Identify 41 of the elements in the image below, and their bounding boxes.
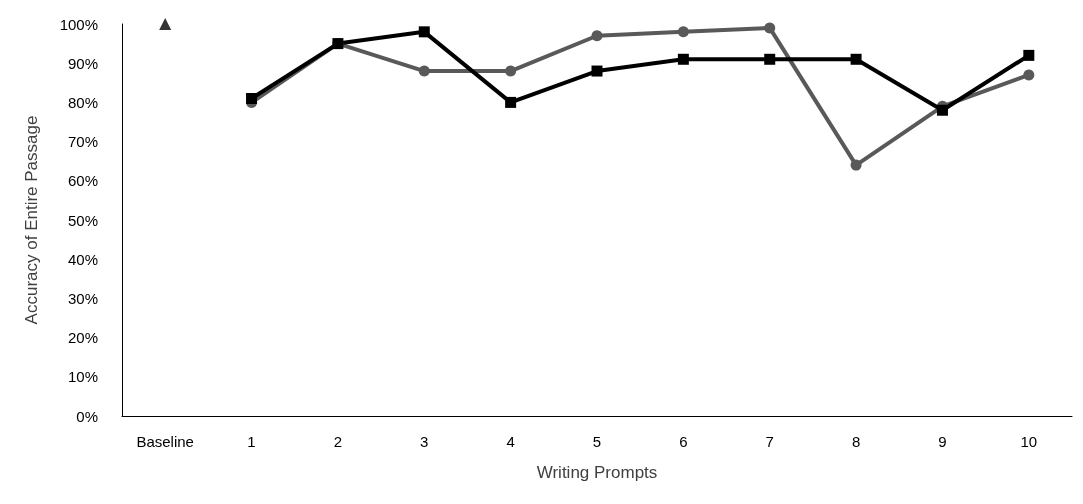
y-axis-title: Accuracy of Entire Passage [22, 115, 41, 325]
x-tick-label: 8 [851, 433, 861, 450]
point [764, 22, 776, 34]
y-tick-label: 0% [76, 407, 98, 425]
y-tick-label: 60% [67, 172, 98, 190]
x-tick-label: Baseline [136, 433, 194, 450]
point [418, 65, 430, 77]
x-tick-label: 7 [765, 433, 774, 450]
point [591, 30, 603, 42]
y-tick-label: 50% [67, 211, 98, 229]
x-tick-label: 5 [592, 433, 602, 450]
x-tick-label: 6 [679, 433, 688, 450]
y-tick-label: 40% [67, 250, 98, 268]
point [505, 65, 517, 77]
y-tick-label: 80% [67, 93, 98, 111]
point [936, 104, 948, 116]
point [1023, 69, 1035, 81]
point [246, 92, 258, 104]
point [159, 18, 172, 30]
x-tick-label: 4 [506, 433, 515, 450]
point [764, 53, 776, 65]
x-tick-label: 9 [938, 433, 947, 450]
point [850, 53, 862, 65]
x-tick-label: 3 [420, 433, 429, 450]
y-tick-label: 20% [67, 329, 98, 347]
y-tick-label: 10% [67, 368, 98, 386]
point [850, 159, 862, 171]
x-axis-title: Writing Prompts [536, 463, 658, 482]
y-tick-label: 70% [67, 133, 98, 151]
point [677, 53, 689, 65]
y-tick-label: 100% [59, 15, 98, 33]
x-tick-label: 1 [247, 433, 256, 450]
point [677, 26, 689, 38]
y-tick-label: 90% [67, 54, 98, 72]
y-tick-label: 30% [67, 289, 98, 307]
point [505, 96, 517, 108]
x-tick-label: 10 [1020, 433, 1038, 450]
x-tick-label: 2 [333, 433, 343, 450]
point [418, 26, 430, 38]
point [1023, 49, 1035, 61]
point [591, 65, 603, 77]
